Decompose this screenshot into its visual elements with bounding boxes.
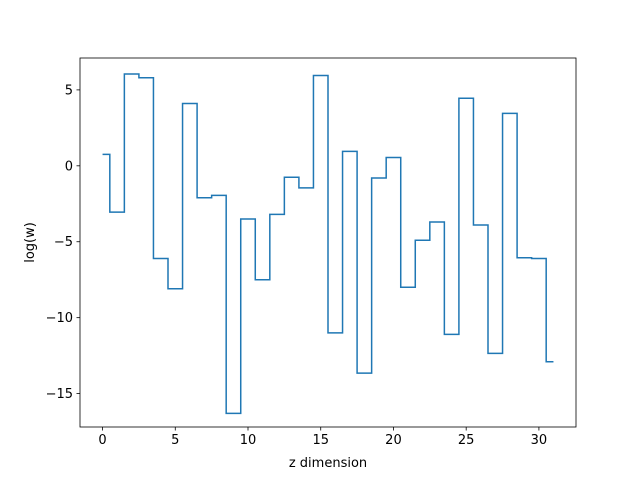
y-tick-label: 0 — [65, 159, 73, 174]
x-axis-ticks: 0 5 10 15 20 25 30 — [98, 427, 547, 448]
x-tick-label: 10 — [240, 433, 257, 448]
x-tick-label: 25 — [458, 433, 475, 448]
x-tick-label: 30 — [531, 433, 548, 448]
y-tick-label: 5 — [65, 83, 73, 98]
x-tick-label: 15 — [312, 433, 329, 448]
y-axis-ticks: 5 0 −5 −10 −15 — [46, 83, 80, 402]
series-line-0 — [102, 73, 554, 415]
y-tick-label: −15 — [46, 387, 73, 402]
y-axis-label: log(w) — [23, 222, 38, 263]
x-tick-label: 0 — [98, 433, 106, 448]
y-tick-label: −10 — [46, 311, 73, 326]
y-tick-label: −5 — [54, 235, 73, 250]
x-tick-label: 5 — [171, 433, 179, 448]
x-axis-label: z dimension — [289, 456, 367, 471]
plot-frame — [79, 57, 577, 428]
x-tick-label: 20 — [385, 433, 402, 448]
plot-area — [79, 57, 577, 428]
